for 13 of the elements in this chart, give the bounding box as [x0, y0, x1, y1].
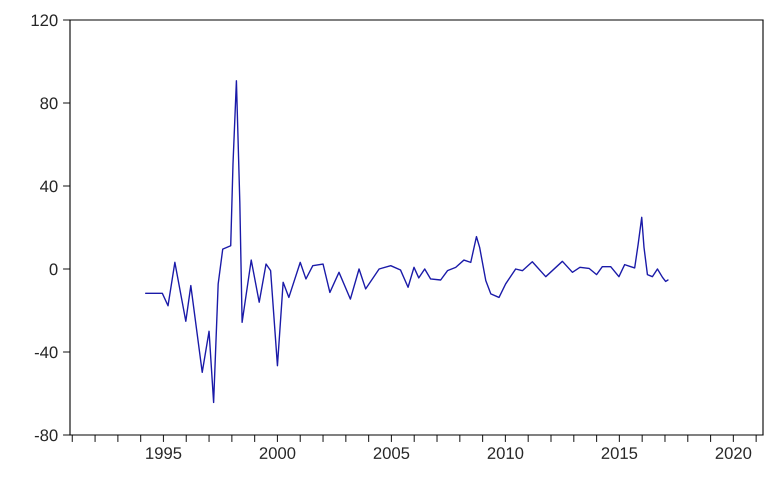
y-tick-label: -40: [34, 346, 58, 358]
x-tick-label: 2005: [374, 447, 410, 460]
y-tick-label: 40: [40, 180, 58, 192]
x-tick-label: 2020: [716, 447, 752, 460]
x-tick-label: 2010: [488, 447, 524, 460]
x-tick-label: 1995: [146, 447, 182, 460]
y-tick-label: 0: [50, 263, 58, 276]
x-tick-label: 2015: [602, 447, 638, 460]
y-tick-label: 120: [32, 14, 58, 26]
y-tick-label: -80: [34, 429, 58, 442]
y-tick-label: 80: [40, 97, 58, 110]
x-tick-label: 2000: [260, 447, 296, 460]
line-series: [144, 80, 669, 404]
